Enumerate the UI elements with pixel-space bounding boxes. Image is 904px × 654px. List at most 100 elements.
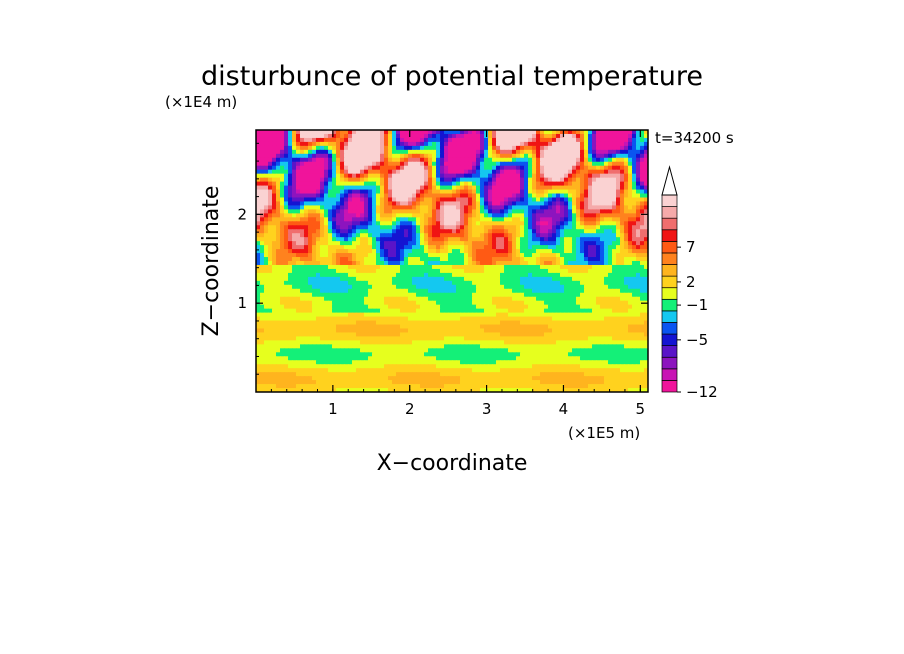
field-cell — [484, 249, 489, 254]
field-cell — [584, 169, 589, 175]
field-cell — [536, 288, 541, 294]
field-cell — [580, 205, 585, 210]
field-cell — [344, 229, 349, 234]
field-cell — [288, 133, 293, 139]
field-cell — [520, 312, 525, 318]
field-cell — [496, 153, 501, 159]
field-cell — [332, 264, 337, 270]
field-cell — [468, 229, 473, 234]
field-cell — [512, 173, 517, 179]
field-cell — [352, 328, 357, 334]
field-cell — [560, 213, 565, 218]
field-cell — [264, 181, 269, 187]
field-cell — [376, 257, 381, 262]
field-cell — [504, 316, 509, 322]
field-cell — [404, 296, 409, 302]
field-cell — [500, 161, 505, 167]
field-cell — [380, 245, 385, 250]
field-cell — [324, 328, 329, 334]
field-cell — [360, 221, 365, 226]
field-cell — [520, 161, 525, 167]
field-cell — [484, 181, 489, 187]
field-cell — [356, 261, 361, 266]
field-cell — [604, 328, 609, 334]
field-cell — [640, 177, 645, 183]
field-cell — [604, 268, 609, 274]
field-cell — [632, 268, 637, 274]
field-cell — [600, 133, 605, 139]
field-cell — [316, 304, 321, 310]
field-cell — [476, 181, 481, 187]
field-cell — [412, 133, 417, 139]
field-cell — [360, 268, 365, 274]
field-cell — [444, 304, 449, 310]
field-cell — [324, 149, 329, 155]
field-cell — [592, 253, 597, 258]
field-cell — [448, 130, 453, 135]
field-cell — [376, 316, 381, 322]
field-cell — [604, 205, 609, 210]
field-cell — [508, 292, 513, 298]
field-cell — [448, 288, 453, 294]
field-cell — [432, 225, 437, 230]
field-cell — [456, 272, 461, 278]
field-cell — [608, 276, 613, 282]
field-cell — [488, 229, 493, 234]
field-cell — [308, 145, 313, 151]
field-cell — [348, 304, 353, 310]
field-cell — [564, 264, 569, 270]
field-cell — [568, 261, 573, 266]
field-cell — [552, 308, 557, 314]
field-cell — [532, 245, 537, 250]
field-cell — [616, 133, 621, 139]
field-cell — [368, 296, 373, 302]
field-cell — [412, 300, 417, 306]
field-cell — [580, 276, 585, 282]
field-cell — [296, 169, 301, 175]
field-cell — [636, 141, 641, 147]
field-cell — [316, 229, 321, 234]
field-cell — [456, 189, 461, 195]
field-cell — [272, 141, 277, 147]
field-cell — [492, 225, 497, 230]
field-cell — [300, 245, 305, 250]
field-cell — [296, 205, 301, 210]
field-cell — [400, 133, 405, 139]
field-cell — [292, 193, 297, 199]
field-cell — [428, 272, 433, 278]
field-cell — [636, 201, 641, 207]
field-cell — [636, 264, 641, 270]
field-cell — [408, 276, 413, 282]
field-cell — [336, 213, 341, 218]
field-cell — [400, 169, 405, 175]
field-cell — [332, 217, 337, 222]
field-cell — [436, 276, 441, 282]
field-cell — [536, 300, 541, 306]
field-cell — [364, 316, 369, 322]
field-cell — [340, 320, 345, 326]
field-cell — [400, 280, 405, 286]
field-cell — [516, 300, 521, 306]
field-cell — [584, 308, 589, 314]
field-cell — [604, 217, 609, 222]
field-cell — [588, 261, 593, 266]
field-cell — [352, 169, 357, 175]
field-cell — [388, 280, 393, 286]
field-cell — [592, 233, 597, 238]
field-cell — [528, 165, 533, 171]
field-cell — [604, 300, 609, 306]
field-cell — [388, 308, 393, 314]
field-cell — [464, 185, 469, 191]
field-cell — [328, 241, 333, 246]
field-cell — [316, 245, 321, 250]
field-cell — [528, 229, 533, 234]
field-cell — [576, 181, 581, 187]
field-cell — [528, 173, 533, 179]
field-cell — [292, 261, 297, 266]
field-cell — [520, 149, 525, 155]
field-cell — [444, 169, 449, 175]
field-cell — [420, 169, 425, 175]
field-cell — [464, 141, 469, 147]
field-cell — [384, 229, 389, 234]
field-cell — [428, 312, 433, 318]
